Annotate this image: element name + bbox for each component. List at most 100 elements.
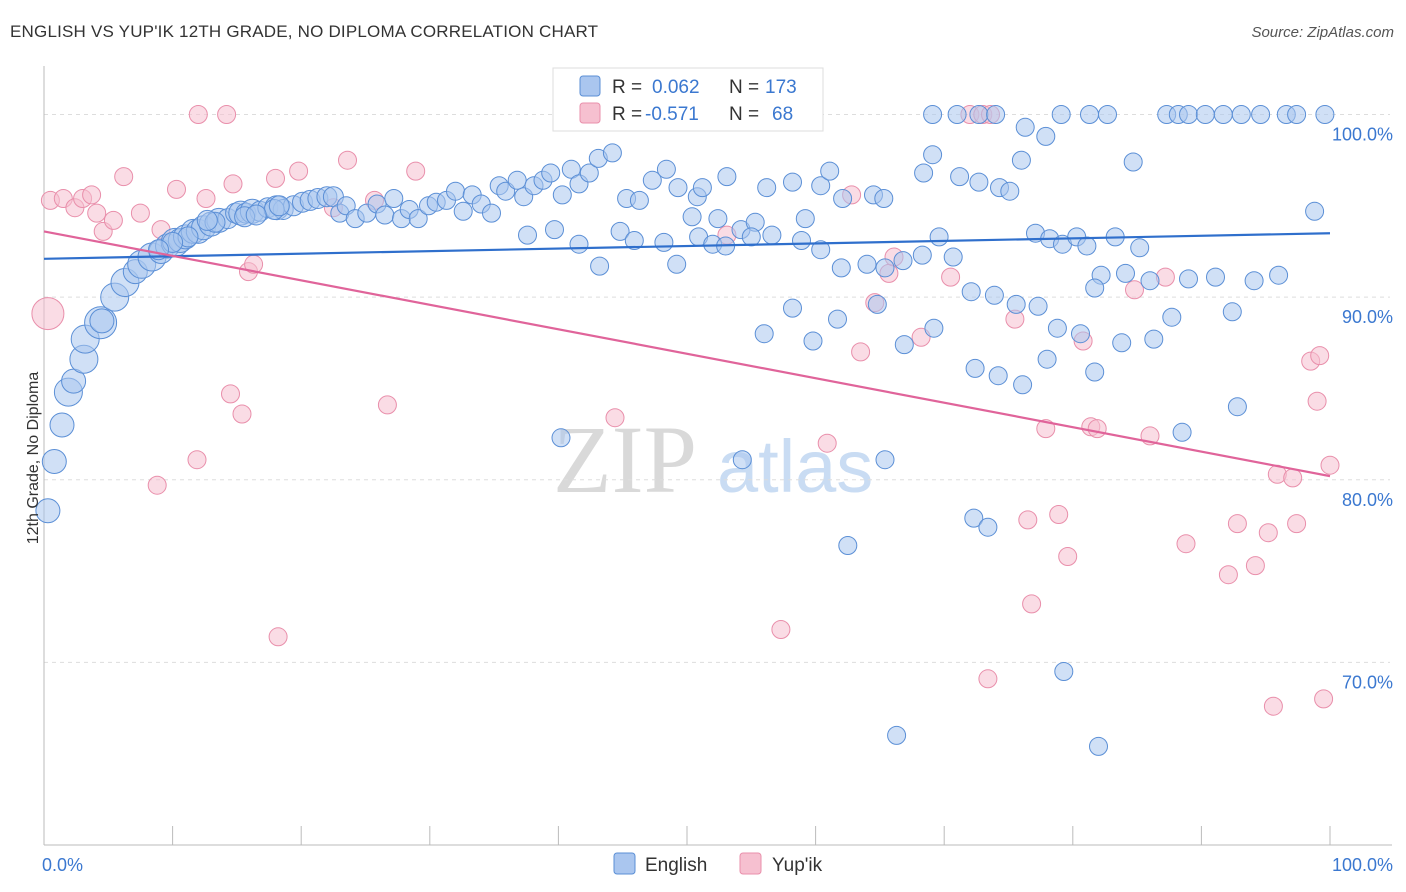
english-point-159 bbox=[965, 358, 985, 378]
bottom-legend-english-swatch bbox=[613, 852, 636, 875]
english-point-149 bbox=[1244, 271, 1264, 291]
yupik-point-9 bbox=[114, 167, 134, 187]
english-point-167 bbox=[1227, 397, 1247, 417]
english-point-194 bbox=[1015, 117, 1035, 137]
yupik-point-33 bbox=[771, 620, 791, 639]
english-point-165 bbox=[1144, 329, 1164, 349]
english-point-119 bbox=[624, 231, 644, 250]
english-point-173 bbox=[978, 517, 998, 537]
english-point-138 bbox=[1006, 294, 1026, 314]
english-point-174 bbox=[1054, 662, 1074, 681]
yupik-point-6 bbox=[87, 203, 107, 223]
english-point-181 bbox=[1051, 105, 1071, 124]
yupik-point-13 bbox=[188, 105, 208, 124]
english-point-142 bbox=[1085, 278, 1105, 298]
yupik-point-68 bbox=[1314, 689, 1334, 709]
yupik-point-18 bbox=[266, 168, 285, 188]
english-point-110 bbox=[1077, 236, 1097, 256]
yupik-point-41 bbox=[941, 267, 961, 287]
english-point-113 bbox=[1130, 238, 1150, 258]
english-point-176 bbox=[1089, 736, 1108, 756]
yupik-point-30 bbox=[377, 395, 397, 415]
yupik-point-66 bbox=[1287, 514, 1307, 534]
yupik-point-24 bbox=[147, 475, 167, 495]
yupik-point-47 bbox=[1018, 510, 1038, 530]
yupik-trend-line bbox=[43, 230, 1331, 478]
english-point-73 bbox=[552, 185, 572, 205]
english-point-193 bbox=[1315, 105, 1335, 124]
english-point-155 bbox=[828, 309, 847, 329]
english-point-81 bbox=[642, 170, 662, 190]
english-point-144 bbox=[1140, 271, 1160, 291]
yupik-point-60 bbox=[1227, 514, 1247, 534]
english-point-101 bbox=[950, 167, 970, 187]
yupik-point-14 bbox=[217, 105, 237, 124]
english-point-128 bbox=[811, 240, 831, 260]
english-point-153 bbox=[783, 298, 802, 318]
english-point-136 bbox=[961, 282, 981, 302]
yupik-point-70 bbox=[1320, 455, 1340, 475]
english-point-104 bbox=[1000, 181, 1020, 201]
english-point-96 bbox=[833, 189, 853, 208]
legend-yupik-n-value: 68 bbox=[772, 104, 793, 125]
legend-english-swatch bbox=[579, 75, 601, 97]
x-tick-label-0: 0.0% bbox=[42, 855, 83, 875]
english-point-43 bbox=[196, 209, 218, 231]
english-point-54 bbox=[384, 189, 404, 208]
english-point-86 bbox=[692, 178, 712, 198]
english-point-182 bbox=[1080, 105, 1099, 124]
source-label: Source: ZipAtlas.com bbox=[1251, 24, 1394, 41]
english-point-82 bbox=[656, 159, 676, 179]
yupik-point-21 bbox=[338, 150, 357, 170]
yupik-point-26 bbox=[221, 384, 240, 404]
english-point-84 bbox=[682, 207, 702, 227]
yupik-point-54 bbox=[1087, 419, 1107, 439]
english-point-157 bbox=[894, 335, 914, 355]
yupik-point-36 bbox=[851, 342, 871, 362]
english-point-163 bbox=[1085, 362, 1105, 382]
english-point-127 bbox=[792, 231, 811, 250]
english-point-135 bbox=[943, 247, 963, 267]
english-point-65 bbox=[482, 203, 501, 223]
legend-english-n-value: 173 bbox=[765, 77, 797, 98]
english-point-8 bbox=[89, 308, 115, 334]
y-axis-label: 12th Grade, No Diploma bbox=[25, 372, 42, 545]
english-point-177 bbox=[923, 105, 943, 124]
x-tick-label-1: 100.0% bbox=[1332, 855, 1393, 875]
yupik-point-25 bbox=[187, 450, 207, 470]
english-point-158 bbox=[924, 318, 944, 338]
legend-yupik-n-label: N = bbox=[729, 104, 759, 125]
yupik-point-12 bbox=[167, 179, 186, 199]
yupik-point-29 bbox=[268, 627, 288, 647]
english-point-151 bbox=[1305, 201, 1325, 221]
english-point-152 bbox=[754, 324, 774, 344]
english-point-141 bbox=[1071, 324, 1090, 344]
yupik-point-59 bbox=[1218, 565, 1238, 585]
legend-yupik-r-value: -0.571 bbox=[645, 104, 699, 125]
yupik-point-8 bbox=[103, 210, 123, 230]
english-point-99 bbox=[914, 163, 934, 183]
english-point-171 bbox=[838, 536, 858, 555]
chart-title: ENGLISH VS YUP'IK 12TH GRADE, NO DIPLOMA… bbox=[10, 22, 599, 41]
yupik-point-19 bbox=[289, 161, 309, 181]
english-point-160 bbox=[988, 366, 1008, 386]
english-point-115 bbox=[545, 220, 564, 240]
english-point-98 bbox=[874, 189, 894, 208]
english-point-80 bbox=[629, 190, 649, 210]
english-point-125 bbox=[741, 227, 761, 247]
yupik-point-63 bbox=[1258, 523, 1278, 543]
english-point-187 bbox=[1195, 105, 1215, 124]
english-point-131 bbox=[875, 258, 895, 278]
english-point-91 bbox=[757, 178, 777, 198]
english-point-189 bbox=[1231, 105, 1251, 124]
english-point-195 bbox=[1036, 126, 1056, 146]
english-point-74 bbox=[561, 159, 581, 179]
english-point-192 bbox=[1287, 105, 1307, 124]
english-point-78 bbox=[602, 143, 622, 163]
english-point-121 bbox=[667, 254, 687, 274]
yupik-point-27 bbox=[232, 404, 252, 424]
english-point-180 bbox=[986, 105, 1006, 124]
english-point-147 bbox=[1206, 267, 1225, 287]
yupik-point-50 bbox=[1049, 505, 1069, 524]
english-point-162 bbox=[1037, 349, 1057, 369]
